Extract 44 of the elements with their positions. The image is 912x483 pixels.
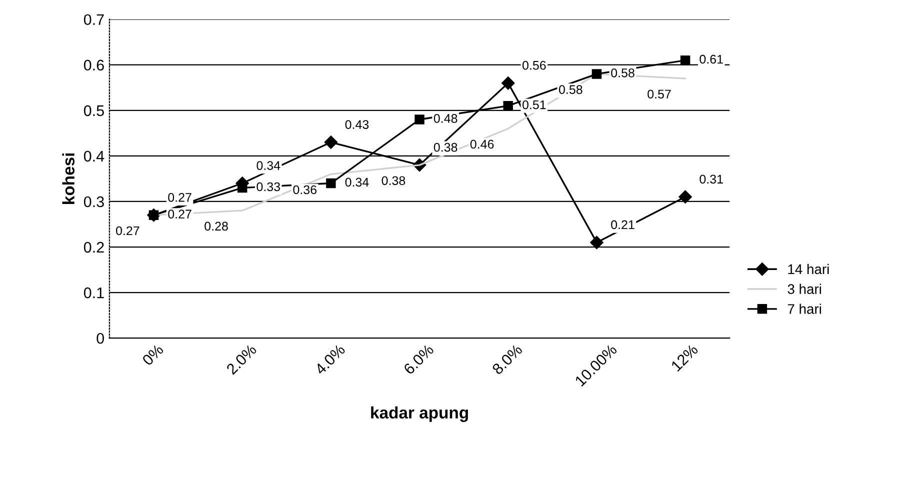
point bbox=[324, 136, 338, 149]
point bbox=[503, 100, 513, 111]
legend-label: 7 hari bbox=[788, 304, 821, 314]
data-label: 0.38 bbox=[434, 142, 458, 152]
point bbox=[326, 178, 336, 188]
data-label: 0.46 bbox=[470, 140, 494, 149]
point bbox=[414, 114, 424, 124]
legend-label: 3 hari bbox=[788, 284, 821, 294]
y-tick-label: 0 bbox=[96, 332, 104, 344]
point bbox=[590, 236, 604, 250]
data-label: 0.36 bbox=[293, 185, 316, 194]
data-label: 0.58 bbox=[558, 85, 582, 94]
data-label: 0.38 bbox=[382, 176, 406, 186]
data-label: 0.48 bbox=[434, 114, 458, 123]
data-label: 0.34 bbox=[345, 178, 369, 187]
y-tick-label: 0.4 bbox=[84, 150, 104, 162]
y-tick-label: 0.1 bbox=[84, 287, 104, 298]
data-label: 0.61 bbox=[700, 54, 723, 64]
x-tick-label: 0% bbox=[142, 344, 164, 366]
x-axis-title: kadar apung bbox=[371, 406, 468, 422]
y-tick-label: 0.2 bbox=[84, 242, 104, 253]
data-label: 0.27 bbox=[168, 210, 192, 218]
point bbox=[678, 190, 692, 204]
data-label: 0.28 bbox=[204, 222, 228, 231]
data-label: 0.34 bbox=[256, 161, 280, 170]
point bbox=[592, 69, 602, 79]
point bbox=[502, 76, 515, 90]
data-label: 0.57 bbox=[648, 90, 671, 99]
y-tick-label: 0.6 bbox=[84, 60, 104, 71]
data-label: 0.27 bbox=[116, 226, 140, 236]
legend-label: 14 hari bbox=[788, 264, 829, 274]
y-axis-title: kohesi bbox=[62, 153, 74, 204]
point bbox=[680, 55, 690, 66]
data-label: 0.51 bbox=[522, 100, 546, 110]
data-label: 0.27 bbox=[168, 192, 192, 202]
data-label: 0.58 bbox=[611, 68, 634, 78]
data-label: 0.56 bbox=[522, 60, 546, 70]
y-tick-label: 0.5 bbox=[84, 105, 104, 116]
y-tick-label: 0.3 bbox=[84, 196, 104, 208]
data-label: 0.31 bbox=[700, 174, 723, 184]
data-label: 0.33 bbox=[256, 182, 280, 192]
data-label: 0.43 bbox=[345, 120, 369, 129]
data-label: 0.21 bbox=[611, 220, 634, 230]
y-tick-label: 0.7 bbox=[84, 14, 104, 26]
